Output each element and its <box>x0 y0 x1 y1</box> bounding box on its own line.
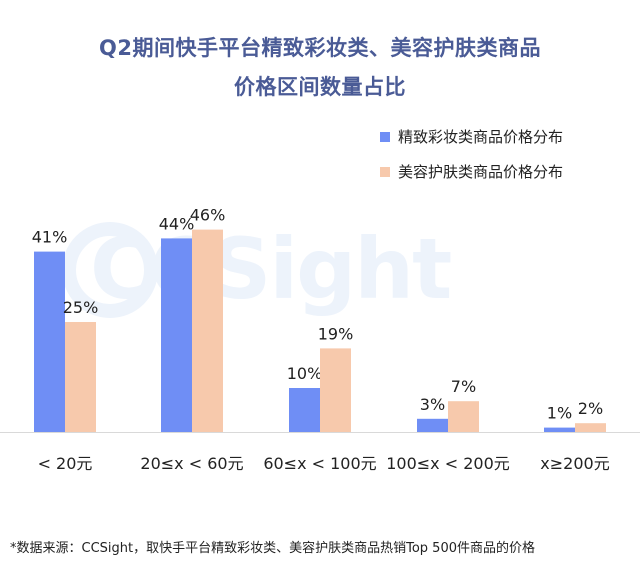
data-label-series-2-1: 25% <box>63 298 99 317</box>
bar-series-1-5 <box>544 427 575 432</box>
legend-swatch-series-1 <box>380 131 390 142</box>
bar-series-1-2 <box>161 238 192 432</box>
x-tick-label: 100≤x < 200元 <box>386 454 510 473</box>
chart-title-line-2: 价格区间数量占比 <box>234 75 406 99</box>
bar-series-2-2 <box>192 229 223 432</box>
bar-series-2-4 <box>448 401 479 432</box>
data-label-series-2-5: 2% <box>578 399 603 418</box>
data-label-series-2-4: 7% <box>451 377 476 396</box>
legend-item-series-2: 美容护肤类商品价格分布 <box>380 161 563 182</box>
bar-series-1-4 <box>417 418 448 432</box>
data-label-series-1-1: 41% <box>32 228 68 247</box>
x-tick-label: x≥200元 <box>540 454 609 473</box>
bar-series-1-1 <box>34 251 65 432</box>
bar-series-2-5 <box>575 423 606 432</box>
data-label-series-2-3: 19% <box>318 324 354 343</box>
x-tick-label: < 20元 <box>38 454 93 473</box>
data-label-series-1-5: 1% <box>547 404 572 423</box>
bar-series-2-1 <box>65 322 96 432</box>
data-label-series-1-3: 10% <box>287 364 323 383</box>
x-tick-label: 60≤x < 100元 <box>263 454 376 473</box>
legend-label-series-2: 美容护肤类商品价格分布 <box>398 163 564 181</box>
bar-series-2-3 <box>320 348 351 432</box>
legend-label-series-1: 精致彩妆类商品价格分布 <box>398 128 564 146</box>
x-tick-label: 20≤x < 60元 <box>140 454 243 473</box>
data-source-footnote: *数据来源：CCSight，取快手平台精致彩妆类、美容护肤类商品热销Top 50… <box>10 541 535 556</box>
data-label-series-1-2: 44% <box>159 214 195 233</box>
data-label-series-1-4: 3% <box>420 395 445 414</box>
watermark-text: CCSight <box>90 220 452 318</box>
legend-item-series-1: 精致彩妆类商品价格分布 <box>380 126 563 147</box>
bar-series-1-3 <box>289 388 320 432</box>
data-label-series-2-2: 46% <box>190 206 226 225</box>
chart-title-line-1: Q2期间快手平台精致彩妆类、美容护肤类商品 <box>99 36 541 60</box>
legend-swatch-series-2 <box>380 166 390 177</box>
